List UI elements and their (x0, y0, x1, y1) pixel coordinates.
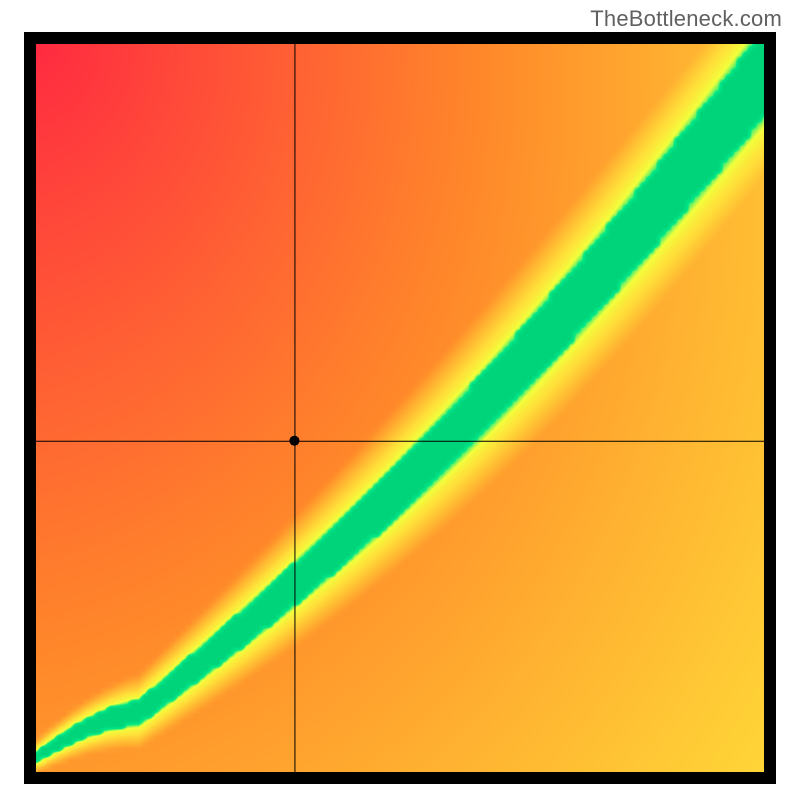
chart-frame (24, 32, 776, 784)
watermark-text: TheBottleneck.com (590, 6, 782, 32)
chart-container: TheBottleneck.com (0, 0, 800, 800)
heatmap-canvas (24, 32, 776, 784)
